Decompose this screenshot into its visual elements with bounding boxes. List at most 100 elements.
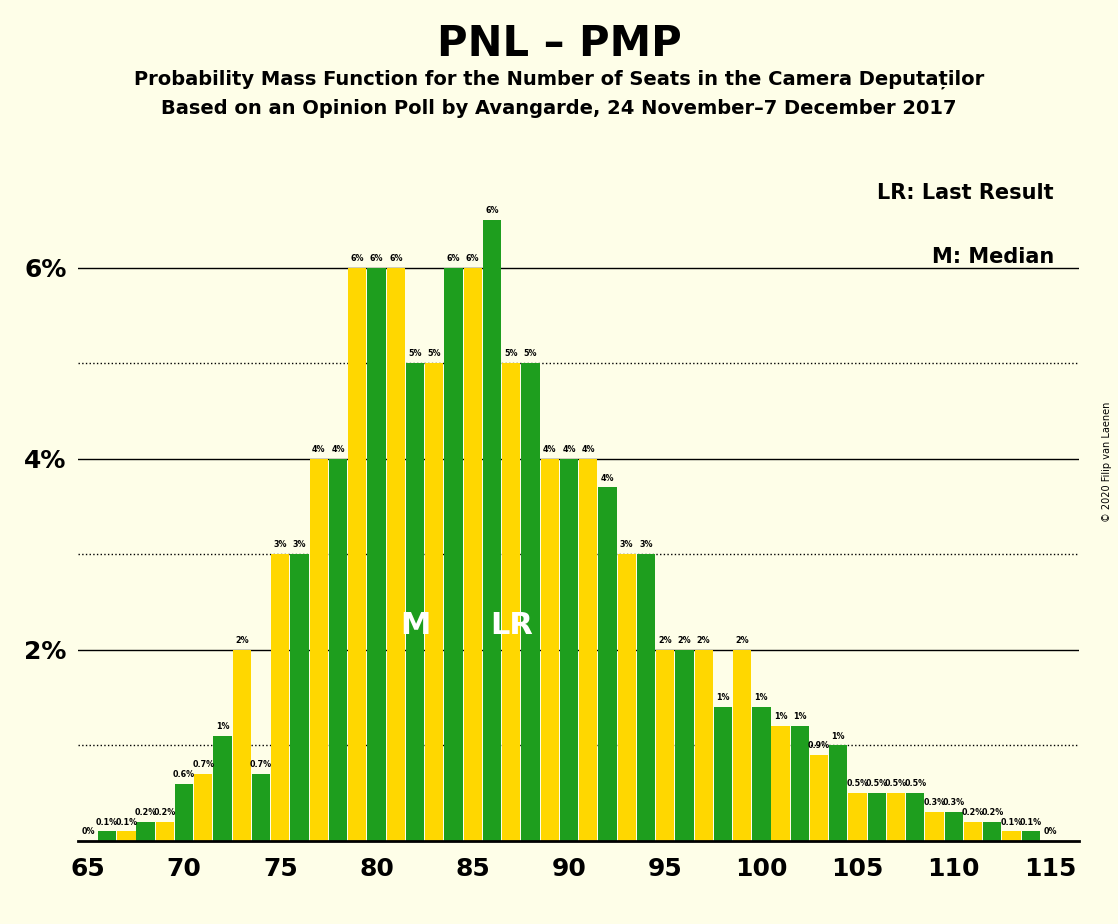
Text: 1%: 1% [717, 693, 730, 702]
Text: M: M [400, 612, 430, 640]
Text: 3%: 3% [619, 541, 634, 550]
Bar [771, 726, 789, 841]
Bar [560, 458, 578, 841]
Text: 0.2%: 0.2% [982, 808, 1003, 817]
Text: LR: Last Result: LR: Last Result [878, 184, 1054, 203]
Text: 0.3%: 0.3% [942, 798, 965, 808]
Text: 2%: 2% [736, 636, 749, 645]
Text: 0.3%: 0.3% [923, 798, 946, 808]
Text: 2%: 2% [659, 636, 672, 645]
Text: 2%: 2% [235, 636, 248, 645]
Bar [310, 458, 328, 841]
Text: 2%: 2% [697, 636, 710, 645]
Text: 0.2%: 0.2% [134, 808, 157, 817]
Bar [598, 487, 616, 841]
Text: Based on an Opinion Poll by Avangarde, 24 November–7 December 2017: Based on an Opinion Poll by Avangarde, 2… [161, 99, 957, 118]
Text: 0.5%: 0.5% [846, 779, 869, 788]
Text: 4%: 4% [600, 474, 614, 482]
Text: 5%: 5% [427, 349, 440, 359]
Text: 3%: 3% [639, 541, 653, 550]
Text: 5%: 5% [523, 349, 538, 359]
Bar [675, 650, 693, 841]
Bar [694, 650, 713, 841]
Text: 4%: 4% [562, 445, 576, 454]
Text: LR: LR [490, 612, 532, 640]
Text: 5%: 5% [504, 349, 518, 359]
Text: 4%: 4% [331, 445, 344, 454]
Text: 1%: 1% [774, 712, 787, 722]
Text: 0%: 0% [82, 827, 95, 836]
Bar [502, 363, 520, 841]
Text: 1%: 1% [755, 693, 768, 702]
Bar [483, 220, 501, 841]
Text: 0.5%: 0.5% [904, 779, 927, 788]
Bar [521, 363, 540, 841]
Text: 0.2%: 0.2% [961, 808, 984, 817]
Bar [1022, 832, 1040, 841]
Bar [964, 821, 983, 841]
Bar [348, 268, 367, 841]
Text: 5%: 5% [408, 349, 421, 359]
Bar [830, 746, 847, 841]
Text: M: Median: M: Median [931, 247, 1054, 267]
Bar [733, 650, 751, 841]
Bar [387, 268, 405, 841]
Text: PNL – PMP: PNL – PMP [437, 23, 681, 65]
Bar [117, 832, 135, 841]
Bar [272, 554, 290, 841]
Bar [464, 268, 482, 841]
Text: 0.5%: 0.5% [885, 779, 907, 788]
Text: 3%: 3% [293, 541, 306, 550]
Text: 0.1%: 0.1% [115, 818, 138, 826]
Text: 2%: 2% [678, 636, 691, 645]
Bar [945, 812, 963, 841]
Bar [752, 707, 770, 841]
Bar [195, 774, 212, 841]
Text: 0%: 0% [1043, 827, 1057, 836]
Bar [155, 821, 174, 841]
Text: 3%: 3% [274, 541, 287, 550]
Text: 6%: 6% [370, 254, 383, 263]
Bar [579, 458, 597, 841]
Text: 1%: 1% [216, 722, 229, 731]
Text: 4%: 4% [312, 445, 325, 454]
Text: 1%: 1% [793, 712, 806, 722]
Text: 6%: 6% [485, 206, 499, 215]
Text: 0.6%: 0.6% [173, 770, 196, 779]
Text: 0.1%: 0.1% [1020, 818, 1042, 826]
Bar [329, 458, 348, 841]
Text: Probability Mass Function for the Number of Seats in the Camera Deputaților: Probability Mass Function for the Number… [134, 69, 984, 89]
Text: 0.7%: 0.7% [192, 760, 215, 769]
Text: 1%: 1% [832, 732, 845, 740]
Bar [790, 726, 809, 841]
Text: 0.1%: 0.1% [96, 818, 119, 826]
Bar [291, 554, 309, 841]
Bar [214, 736, 231, 841]
Bar [868, 793, 885, 841]
Bar [849, 793, 866, 841]
Bar [425, 363, 444, 841]
Bar [907, 793, 925, 841]
Text: 0.7%: 0.7% [250, 760, 272, 769]
Bar [637, 554, 655, 841]
Text: 4%: 4% [543, 445, 557, 454]
Bar [136, 821, 154, 841]
Text: 6%: 6% [351, 254, 364, 263]
Text: 0.2%: 0.2% [154, 808, 176, 817]
Bar [617, 554, 636, 841]
Text: 0.9%: 0.9% [808, 741, 831, 750]
Bar [233, 650, 250, 841]
Text: © 2020 Filip van Laenen: © 2020 Filip van Laenen [1102, 402, 1112, 522]
Bar [656, 650, 674, 841]
Text: 0.1%: 0.1% [1001, 818, 1023, 826]
Bar [174, 784, 193, 841]
Text: 6%: 6% [466, 254, 480, 263]
Bar [368, 268, 386, 841]
Bar [983, 821, 1002, 841]
Text: 6%: 6% [389, 254, 402, 263]
Bar [713, 707, 732, 841]
Bar [1003, 832, 1021, 841]
Bar [444, 268, 463, 841]
Bar [252, 774, 271, 841]
Text: 4%: 4% [581, 445, 595, 454]
